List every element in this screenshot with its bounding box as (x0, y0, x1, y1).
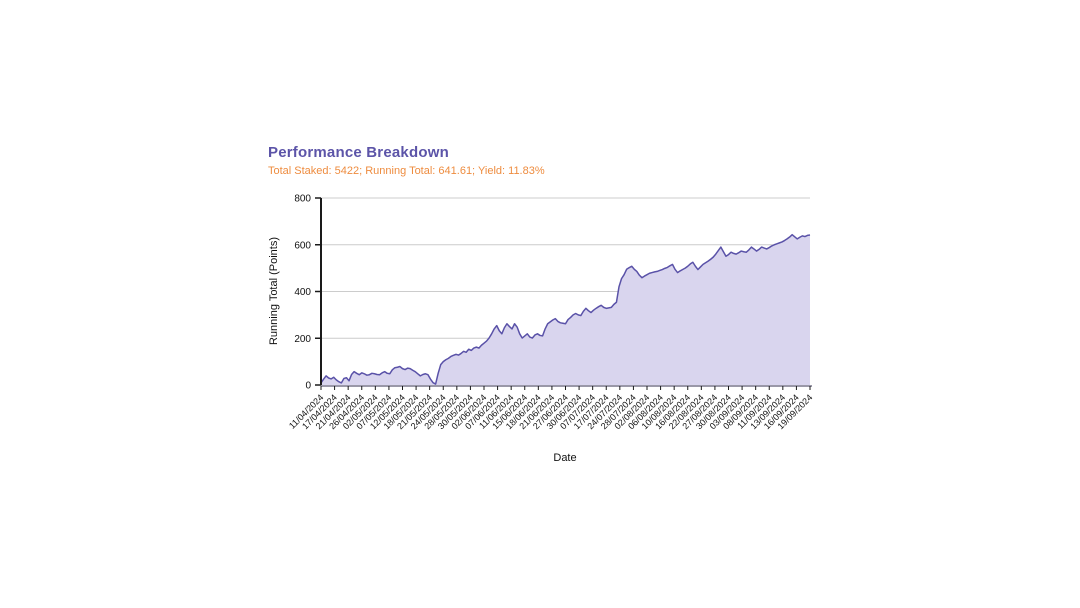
svg-text:600: 600 (294, 240, 311, 251)
svg-text:400: 400 (294, 287, 311, 298)
svg-text:200: 200 (294, 334, 311, 345)
y-axis-label: Running Total (Points) (268, 237, 280, 345)
y-tick-labels: 0 200 400 600 800 (294, 194, 311, 392)
chart-subtitle: Total Staked: 5422; Running Total: 641.6… (268, 165, 545, 177)
x-axis-label: Date (553, 452, 576, 464)
svg-text:0: 0 (305, 381, 311, 392)
axes (315, 197, 812, 390)
svg-text:800: 800 (294, 194, 311, 205)
x-tick-labels: 11/04/202417/04/202421/04/202426/04/2024… (287, 392, 814, 431)
chart-title: Performance Breakdown (268, 144, 449, 161)
area-series (320, 233, 811, 385)
